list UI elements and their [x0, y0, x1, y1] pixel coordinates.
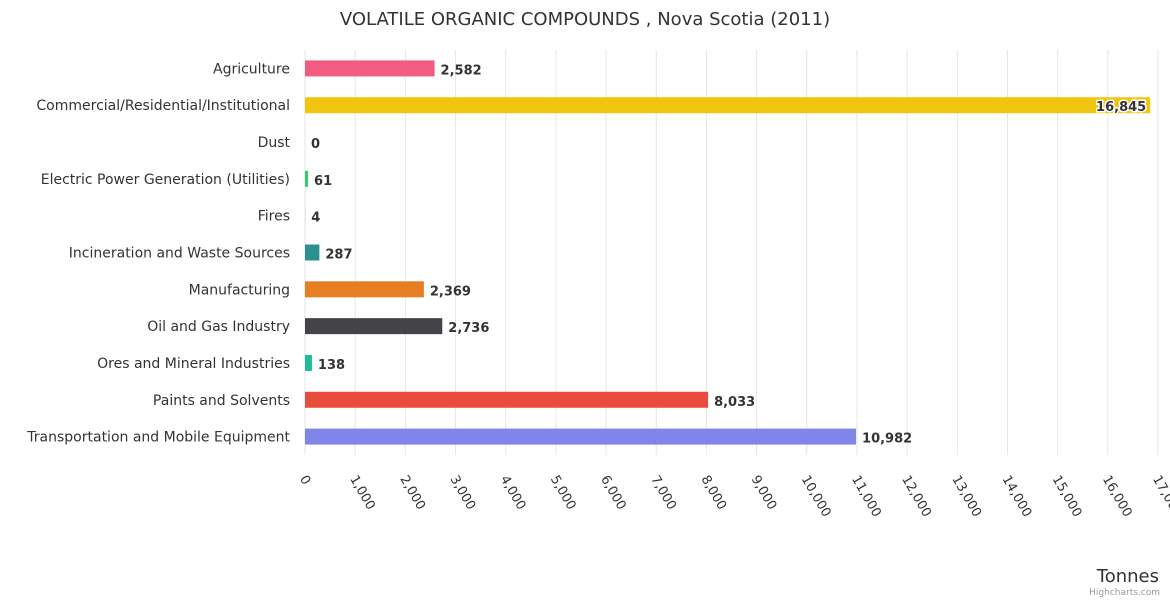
category-label: Oil and Gas Industry [147, 319, 290, 335]
data-label: 287 [325, 248, 352, 263]
category-label: Commercial/Residential/Institutional [36, 98, 290, 114]
x-tick-label: 4,000 [497, 473, 529, 513]
bar[interactable] [305, 60, 435, 77]
data-label: 0 [311, 137, 320, 152]
data-label: 16,845 [1096, 100, 1146, 115]
data-label: 2,582 [441, 63, 482, 78]
chart-title: VOLATILE ORGANIC COMPOUNDS , Nova Scotia… [340, 9, 830, 30]
x-tick-label: 15,000 [1049, 473, 1085, 520]
x-tick-label: 10,000 [798, 473, 834, 520]
x-tick-label: 3,000 [447, 473, 479, 513]
bars [305, 60, 1151, 445]
x-tick-label: 8,000 [697, 473, 729, 513]
x-tick-label: 2,000 [396, 473, 428, 513]
bar[interactable] [305, 170, 309, 187]
data-label: 2,736 [448, 321, 489, 336]
category-label: Paints and Solvents [153, 393, 290, 409]
bar[interactable] [305, 244, 320, 261]
data-label: 2,369 [430, 284, 471, 299]
category-label: Dust [258, 135, 291, 151]
x-tick-label: 17,000 [1149, 473, 1170, 520]
x-tick-label: 0 [296, 473, 313, 488]
x-tick-label: 12,000 [898, 473, 934, 520]
bar[interactable] [305, 281, 424, 298]
category-label: Manufacturing [189, 282, 290, 298]
x-axis-title: Tonnes [1096, 566, 1159, 587]
data-label: 4 [311, 211, 320, 226]
data-label: 61 [314, 174, 332, 189]
data-label: 138 [318, 358, 345, 373]
credits[interactable]: Highcharts.com [1089, 588, 1160, 598]
category-label: Agriculture [213, 61, 290, 77]
x-tick-label: 14,000 [999, 473, 1035, 520]
bar[interactable] [305, 97, 1151, 114]
x-tick-label: 5,000 [547, 473, 579, 513]
category-labels: Agriculture Commercial/Residential/Instit… [26, 61, 290, 445]
x-tick-label: 1,000 [346, 473, 378, 513]
x-tick-label: 9,000 [748, 473, 780, 513]
category-label: Incineration and Waste Sources [69, 246, 290, 262]
bar[interactable] [305, 391, 709, 408]
gridlines [304, 50, 1159, 455]
category-label: Electric Power Generation (Utilities) [41, 172, 290, 188]
bar[interactable] [305, 354, 312, 371]
x-tick-label: 7,000 [647, 473, 679, 513]
x-tick-label: 11,000 [848, 473, 884, 520]
data-labels: 2,582 16,845 0 61 4 287 2,369 2,736 138 8,033 10,9… [311, 63, 1148, 447]
x-tick-label: 13,000 [948, 473, 984, 520]
category-label: Fires [258, 209, 290, 225]
data-label: 8,033 [714, 395, 755, 410]
x-axis-tick-labels: 0 1,000 2,000 3,000 4,000 5,000 6,000 7,000 8,00… [296, 473, 1170, 520]
x-tick-label: 16,000 [1099, 473, 1135, 520]
bar[interactable] [305, 428, 857, 445]
bar[interactable] [305, 318, 443, 335]
category-label: Ores and Mineral Industries [97, 356, 290, 372]
category-label: Transportation and Mobile Equipment [26, 430, 290, 446]
data-label: 10,982 [862, 432, 912, 447]
x-tick-label: 6,000 [597, 473, 629, 513]
